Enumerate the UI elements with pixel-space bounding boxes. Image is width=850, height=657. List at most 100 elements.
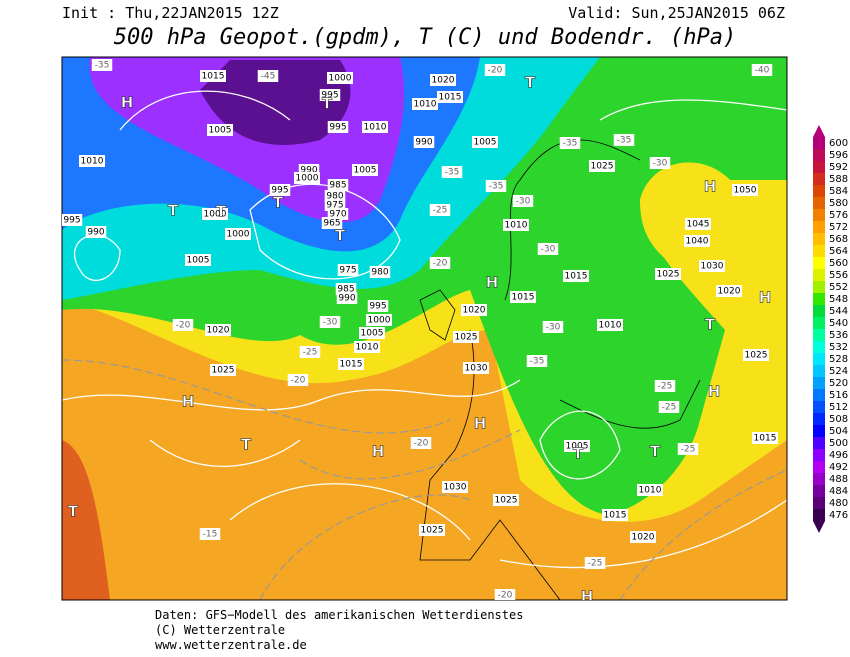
colorbar-label: 544	[829, 306, 848, 317]
pressure-label: 1015	[202, 72, 225, 82]
colorbar-label: 528	[829, 354, 848, 365]
pressure-label-box	[321, 217, 343, 229]
pressure-center: T	[335, 227, 346, 245]
colorbar-label: 484	[829, 486, 848, 497]
pressure-label-box	[685, 218, 711, 230]
init-time: Init : Thu,22JAN2015 12Z	[62, 4, 279, 22]
field-dark-purple	[200, 60, 351, 145]
colorbar-label: 508	[829, 414, 848, 425]
temperature-label-box	[658, 401, 680, 413]
pressure-label: 1005	[474, 138, 497, 148]
pressure-label-box	[630, 531, 656, 543]
pressure-center: T	[322, 95, 333, 113]
temperature-label-box	[287, 374, 309, 386]
footer-copyright: (C) Wetterzentrale	[155, 623, 285, 637]
pressure-label-box	[655, 268, 681, 280]
pressure-label: 975	[326, 201, 343, 211]
colorbar-label: 536	[829, 330, 848, 341]
pressure-center: T	[650, 443, 661, 461]
pressure-label-box	[493, 494, 519, 506]
pressure-label: 995	[369, 302, 386, 312]
colorbar-label: 564	[829, 246, 848, 257]
colorbar-label: 540	[829, 318, 848, 329]
temperature-label: -30	[323, 318, 338, 328]
temperature-label: -20	[414, 439, 429, 449]
colorbar-label: 572	[829, 222, 848, 233]
colorbar-band	[813, 425, 825, 437]
pressure-label: 1000	[227, 230, 250, 240]
colorbar-label: 504	[829, 426, 848, 437]
pressure-label: 1050	[734, 186, 757, 196]
pressure-label: 1010	[639, 486, 662, 496]
pressure-label-box	[336, 292, 358, 304]
temperature-label: -25	[658, 382, 673, 392]
pressure-center: H	[372, 443, 385, 461]
pressure-label: 1005	[209, 126, 232, 136]
pressure-label-box	[430, 74, 456, 86]
colorbar-label: 576	[829, 210, 848, 221]
pressure-label-box	[453, 331, 479, 343]
pressure-label: 1040	[686, 237, 709, 247]
colorbar-band	[813, 377, 825, 389]
temperature-label-box	[319, 316, 341, 328]
colorbar-label: 588	[829, 174, 848, 185]
pressure-label-box	[732, 184, 758, 196]
temperature-label: -40	[755, 66, 770, 76]
colorbar-band	[813, 209, 825, 221]
temperature-label-box	[613, 134, 635, 146]
pressure-label-box	[352, 164, 378, 176]
pressure-label-box	[437, 91, 463, 103]
pressure-label: 1025	[657, 270, 680, 280]
pressure-label: 1020	[207, 326, 230, 336]
pressure-label: 1025	[495, 496, 518, 506]
colorbar-band	[813, 461, 825, 473]
temperature-label-box	[172, 319, 194, 331]
pressure-center: T	[705, 316, 716, 334]
pressure-center: T	[168, 202, 179, 220]
pressure-label: 1025	[745, 351, 768, 361]
colorbar-band	[813, 245, 825, 257]
colorbar-label: 596	[829, 150, 848, 161]
colorbar-band	[813, 185, 825, 197]
pressure-label-box	[62, 214, 83, 226]
pressure-label-box	[79, 155, 105, 167]
pressure-center: H	[486, 274, 499, 292]
colorbar-label: 492	[829, 462, 848, 473]
pressure-label: 1010	[81, 157, 104, 167]
pressure-label-box	[207, 124, 233, 136]
pressure-label: 1025	[591, 162, 614, 172]
temperature-label-box	[441, 166, 463, 178]
pressure-label-box	[269, 184, 291, 196]
pressure-label-box	[472, 136, 498, 148]
temperature-label-box	[542, 321, 564, 333]
temperature-label-box	[484, 64, 506, 76]
pressure-label: 1020	[463, 306, 486, 316]
colorbar-band	[813, 221, 825, 233]
pressure-center: H	[121, 94, 134, 112]
temperature-label: -35	[445, 168, 460, 178]
colorbar-band	[813, 161, 825, 173]
pressure-center: T	[241, 436, 252, 454]
isobars	[62, 90, 787, 569]
colorbar-band	[813, 497, 825, 509]
temperature-label-box	[410, 437, 432, 449]
colorbar-label: 580	[829, 198, 848, 209]
pressure-label-box	[597, 319, 623, 331]
colorbar-label: 552	[829, 282, 848, 293]
pressure-label: 1000	[296, 174, 319, 184]
pressure-label: 1005	[354, 166, 377, 176]
pressure-label: 990	[338, 294, 355, 304]
colorbar-band	[813, 437, 825, 449]
colorbar-band	[813, 305, 825, 317]
pressure-label-box	[510, 291, 536, 303]
footer-data-source: Daten: GFS−Modell des amerikanischen Wet…	[155, 608, 523, 622]
colorbar-band	[813, 341, 825, 353]
pressure-label: 1000	[368, 316, 391, 326]
pressure-label-box	[367, 300, 389, 312]
pressure-label: 1045	[687, 220, 710, 230]
colorbar-band	[813, 329, 825, 341]
temperature-label-box	[559, 137, 581, 149]
colorbar-band	[813, 281, 825, 293]
isotherms	[62, 359, 787, 600]
